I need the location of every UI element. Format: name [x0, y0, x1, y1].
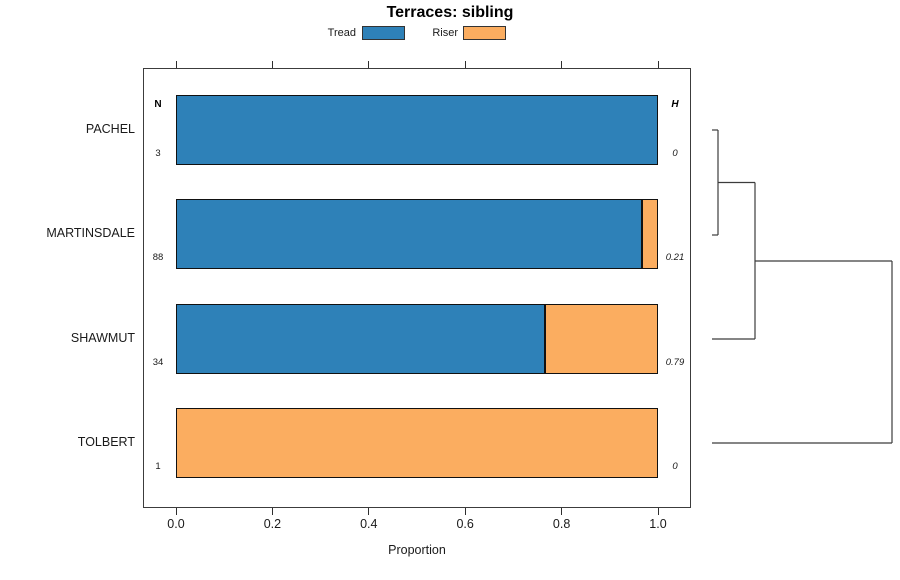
category-label-martinsdale: MARTINSDALE [46, 226, 135, 241]
chart-title: Terraces: sibling [386, 4, 514, 21]
axis-tick-top [368, 61, 370, 68]
category-label-tolbert: TOLBERT [77, 434, 135, 449]
legend-label-tread: Tread [327, 27, 356, 39]
n-value: 34 [152, 356, 164, 368]
axis-tick-label: 0.2 [263, 517, 282, 531]
axis-tick-top [271, 61, 273, 68]
h-value: 0.79 [665, 356, 685, 368]
x-axis-label: Proportion [388, 543, 446, 557]
h-value: 0.21 [665, 252, 685, 264]
axis-tick-bottom [175, 508, 177, 515]
axis-tick-label: 1.0 [649, 517, 667, 531]
bar-row-shawmut [176, 303, 658, 374]
h-value: 0 [672, 460, 678, 472]
n-value: 3 [155, 148, 161, 159]
riser-segment [176, 407, 658, 478]
n-value: 88 [152, 252, 164, 264]
bar-row-martinsdale [176, 199, 658, 270]
category-label-pachel: PACHEL [85, 122, 135, 136]
dendrogram [712, 129, 893, 444]
n-value: 1 [155, 460, 161, 472]
category-label-shawmut: SHAWMUT [70, 330, 135, 345]
axis-tick-bottom [657, 508, 659, 515]
legend-swatch-tread-icon [362, 26, 405, 40]
tread-segment [176, 303, 545, 374]
axis-tick-bottom [561, 508, 563, 515]
legend-swatch-riser-icon [463, 26, 506, 40]
h-value: 0 [672, 148, 678, 159]
riser-segment [544, 303, 658, 374]
legend-label-riser: Riser [432, 27, 458, 39]
axis-tick-label: 0.8 [552, 517, 571, 531]
axis-tick-label: 0.4 [360, 517, 378, 531]
axis-tick-bottom [464, 508, 466, 515]
bar-row-tolbert [176, 407, 658, 478]
bar-row-pachel [176, 95, 658, 165]
h-column-header: H [671, 99, 679, 110]
n-column-header: N [154, 99, 162, 110]
axis-tick-top [657, 61, 659, 68]
axis-tick-top [175, 61, 177, 68]
axis-tick-label: 0.0 [167, 517, 185, 531]
axis-tick-bottom [368, 508, 370, 515]
axis-tick-label: 0.6 [456, 517, 474, 531]
tread-segment [176, 199, 642, 270]
axis-tick-top [464, 61, 466, 68]
tread-segment [176, 95, 658, 165]
axis-tick-bottom [271, 508, 273, 515]
plot-frame [143, 68, 691, 508]
axis-tick-top [561, 61, 563, 68]
riser-segment [641, 199, 658, 270]
